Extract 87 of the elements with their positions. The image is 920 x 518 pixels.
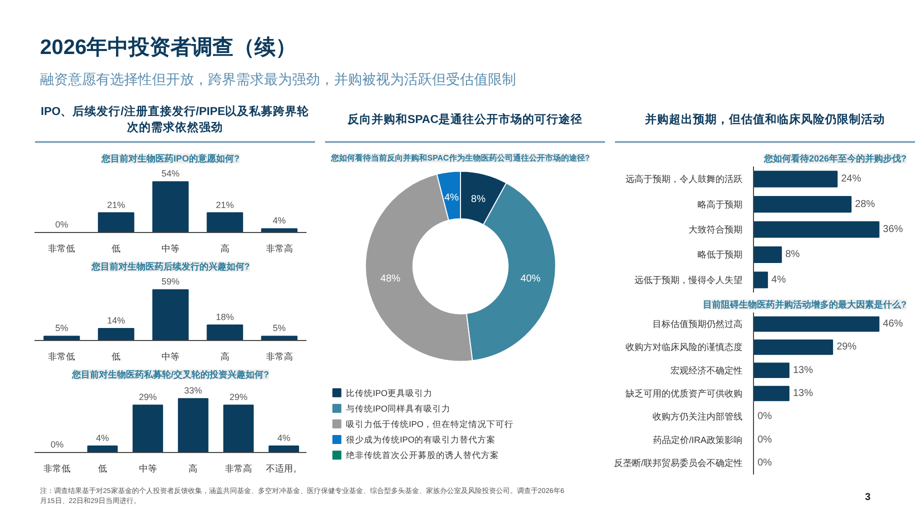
chart-title: 反向并购和SPAC是通往公开市场的可行途径 <box>347 112 583 128</box>
data-label: 4% <box>96 432 110 443</box>
legend-label: 与传统IPO同样具有吸引力 <box>346 403 451 414</box>
data-label: 0% <box>55 220 68 230</box>
chart-title: 您目前对生物医药后续发行的兴趣如何? <box>90 262 250 272</box>
text: 2026年中投资者调查（续） <box>40 35 298 61</box>
y-tick-label: 略低于预期 <box>698 250 742 260</box>
text: 3 <box>865 491 871 505</box>
x-tick-label: 中等 <box>162 352 180 362</box>
data-label: 54% <box>161 168 180 179</box>
x-tick-label: 中等 <box>138 464 157 474</box>
legend-label: 比传统IPO更具吸引力 <box>346 388 433 398</box>
data-label: 48% <box>380 274 401 285</box>
data-label: 29% <box>229 392 248 402</box>
y-tick-label: 缺乏可用的优质资产可供收购 <box>626 388 742 398</box>
bar <box>44 336 80 340</box>
bar <box>754 196 852 213</box>
data-label: 0% <box>758 457 772 468</box>
data-label: 24% <box>841 174 862 185</box>
data-label: 0% <box>758 434 772 446</box>
y-tick-label: 收购方对临床风险的谨慎态度 <box>626 342 742 352</box>
data-label: 5% <box>272 323 286 334</box>
x-tick-label: 高 <box>188 464 198 474</box>
x-tick-label: 低 <box>112 352 121 362</box>
bar <box>98 328 134 340</box>
data-label: 33% <box>184 386 202 396</box>
data-label: 4% <box>277 432 290 443</box>
legend-label: 很少成为传统IPO的有吸引力替代方案 <box>346 434 496 445</box>
y-tick-label: 略高于预期 <box>698 199 742 210</box>
data-label: 5% <box>55 323 68 334</box>
y-tick-label: 宏观经济不确定性 <box>670 365 742 376</box>
data-label: 0% <box>50 440 64 450</box>
data-label: 4% <box>272 216 286 226</box>
chart-title: 目前阻碍生物医药并购活动增多的最大因素是什么? <box>703 300 906 310</box>
bar <box>261 336 298 340</box>
data-label: 8% <box>471 194 486 206</box>
x-tick-label: 低 <box>112 244 121 254</box>
legend-label: 吸引力低于传统IPO，但在特定情况下可行 <box>346 418 514 429</box>
data-label: 28% <box>855 198 876 210</box>
x-tick-label: 非常低 <box>48 244 76 254</box>
data-label: 13% <box>792 388 814 399</box>
data-label: 21% <box>107 200 126 210</box>
data-label: 4% <box>444 192 459 204</box>
x-tick-label: 非常低 <box>44 464 71 474</box>
data-label: 59% <box>161 276 180 287</box>
chart-title: IPO、后续发行/注册直接发行/PIPE以及私募跨界轮次的需求依然强劲 <box>40 104 310 136</box>
x-tick-label: 高 <box>220 244 230 254</box>
x-tick-label: 非常高 <box>266 244 293 254</box>
y-tick-label: 收购方仍关注内部管线 <box>652 412 742 422</box>
data-label: 14% <box>107 315 126 326</box>
y-tick-label: 反垄断/联邦贸易委员会不确定性 <box>614 458 743 468</box>
chart-subtitle: 您目前对生物医药IPO的意愿如何? <box>100 154 240 164</box>
data-label: 18% <box>216 312 234 322</box>
data-label: 29% <box>138 392 157 402</box>
chart-title: 并购超出预期，但估值和临床风险仍限制活动 <box>645 112 885 128</box>
bar <box>152 289 189 340</box>
data-label: 29% <box>836 342 857 353</box>
chart-subtitle: 您如何看待2026年至今的并购步伐? <box>762 154 907 164</box>
bar <box>754 272 768 288</box>
x-tick-label: 非常低 <box>48 352 76 362</box>
text: 融资意愿有选择性但开放，跨界需求最为强劲，并购被视为活跃但受估值限制 <box>40 70 516 89</box>
y-tick-label: 大致符合预期 <box>688 224 742 234</box>
x-tick-label: 非常高 <box>266 352 293 362</box>
bar <box>754 170 838 188</box>
data-label: 13% <box>792 364 814 376</box>
y-tick-label: 远高于预期，令人鼓舞的活跃 <box>626 174 742 184</box>
chart-title: 您目前对生物医药私募轮/交叉轮的投资兴趣如何? <box>71 370 269 380</box>
data-label: 21% <box>216 200 234 210</box>
bar <box>206 324 244 340</box>
y-tick-label: 药品定价/IRA政策影响 <box>652 434 743 445</box>
y-tick-label: 目标估值预期仍然过高 <box>652 319 742 330</box>
data-label: 8% <box>785 249 800 260</box>
x-tick-label: 高 <box>220 352 230 362</box>
bar <box>754 221 880 238</box>
y-tick-label: 远低于预期，慢得令人失望 <box>634 274 742 285</box>
x-tick-label: 非常高 <box>225 464 252 474</box>
data-label: 4% <box>771 274 786 286</box>
chart-subtitle: 您如何看待当前反向并购和SPAC作为生物医药公司通往公开市场的途径? <box>330 152 590 162</box>
data-label: 0% <box>758 411 772 422</box>
data-label: 36% <box>882 224 904 235</box>
x-tick-label: 不适用。 <box>266 464 302 474</box>
data-label: 40% <box>520 274 541 285</box>
x-tick-label: 中等 <box>162 244 180 254</box>
bar <box>754 246 782 264</box>
data-label: 46% <box>882 318 904 330</box>
x-tick-label: 低 <box>98 464 107 474</box>
legend-label: 绝非传统首次公开募股的诱人替代方案 <box>346 450 499 460</box>
